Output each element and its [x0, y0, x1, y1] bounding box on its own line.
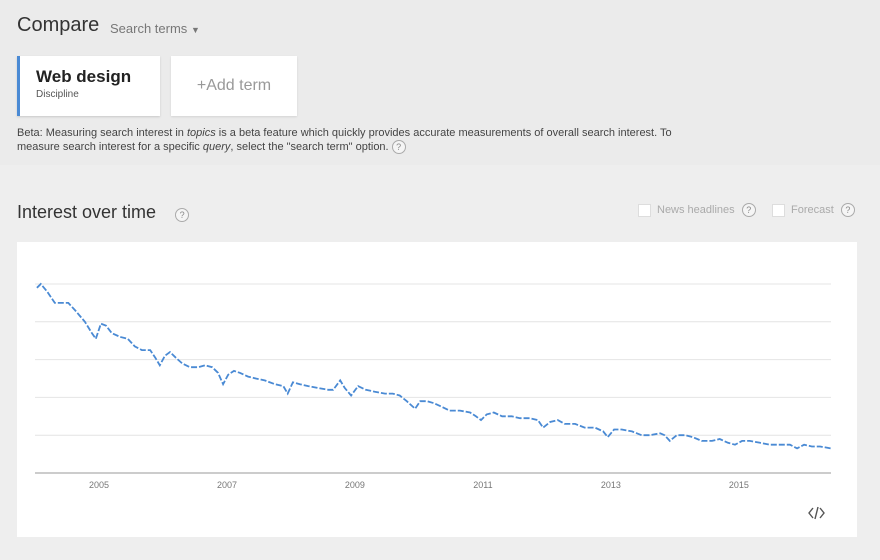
- embed-bracket: [819, 507, 825, 519]
- forecast-option[interactable]: Forecast ?: [772, 203, 855, 217]
- x-tick-label: 2009: [345, 480, 365, 490]
- term-card[interactable]: Web design Discipline: [17, 56, 160, 116]
- line-series: [36, 282, 832, 450]
- add-term[interactable]: +Add term: [171, 56, 297, 116]
- note-text: , select the "search term" option.: [230, 141, 389, 153]
- option-label: Forecast: [791, 204, 834, 216]
- chart-bg: [17, 242, 857, 537]
- x-tick-label: 2013: [601, 480, 621, 490]
- note-em: query: [202, 141, 231, 153]
- x-tick-label: 2007: [217, 480, 237, 490]
- term-name: Web design: [36, 67, 132, 86]
- panel-title-text: Interest over time: [17, 202, 157, 222]
- term-type: Discipline: [36, 89, 79, 100]
- note-text: Beta: Measuring search interest in: [17, 127, 187, 139]
- help-icon[interactable]: ?: [391, 140, 406, 154]
- search-terms-dropdown[interactable]: Search terms ▼: [110, 21, 200, 36]
- dropdown-label: Search terms: [110, 21, 188, 36]
- embed-icon[interactable]: [808, 506, 825, 520]
- beta-note: Beta: Measuring search interest in topic…: [17, 126, 687, 154]
- x-tick-label: 2005: [89, 480, 109, 490]
- panel-title: Interest over time ?: [17, 202, 190, 223]
- help-icon[interactable]: ?: [741, 203, 756, 217]
- checkbox[interactable]: [772, 203, 785, 217]
- note-text: is a beta feature which quickly provides…: [17, 127, 672, 153]
- note-em: topics: [186, 127, 216, 139]
- title: Compare: [17, 14, 100, 36]
- help-icon[interactable]: ?: [840, 203, 855, 217]
- help-icon[interactable]: ?: [175, 208, 190, 222]
- chart: 2005 2007 2009 2011 2013 2015: [17, 242, 857, 537]
- embed-slash: [814, 506, 819, 520]
- embed-bracket: [808, 507, 814, 519]
- checkbox[interactable]: [638, 203, 651, 217]
- news-option[interactable]: News headlines ?: [638, 203, 756, 217]
- x-tick-label: 2015: [729, 480, 749, 490]
- option-label: News headlines: [657, 204, 735, 216]
- x-tick-label: 2011: [473, 480, 492, 490]
